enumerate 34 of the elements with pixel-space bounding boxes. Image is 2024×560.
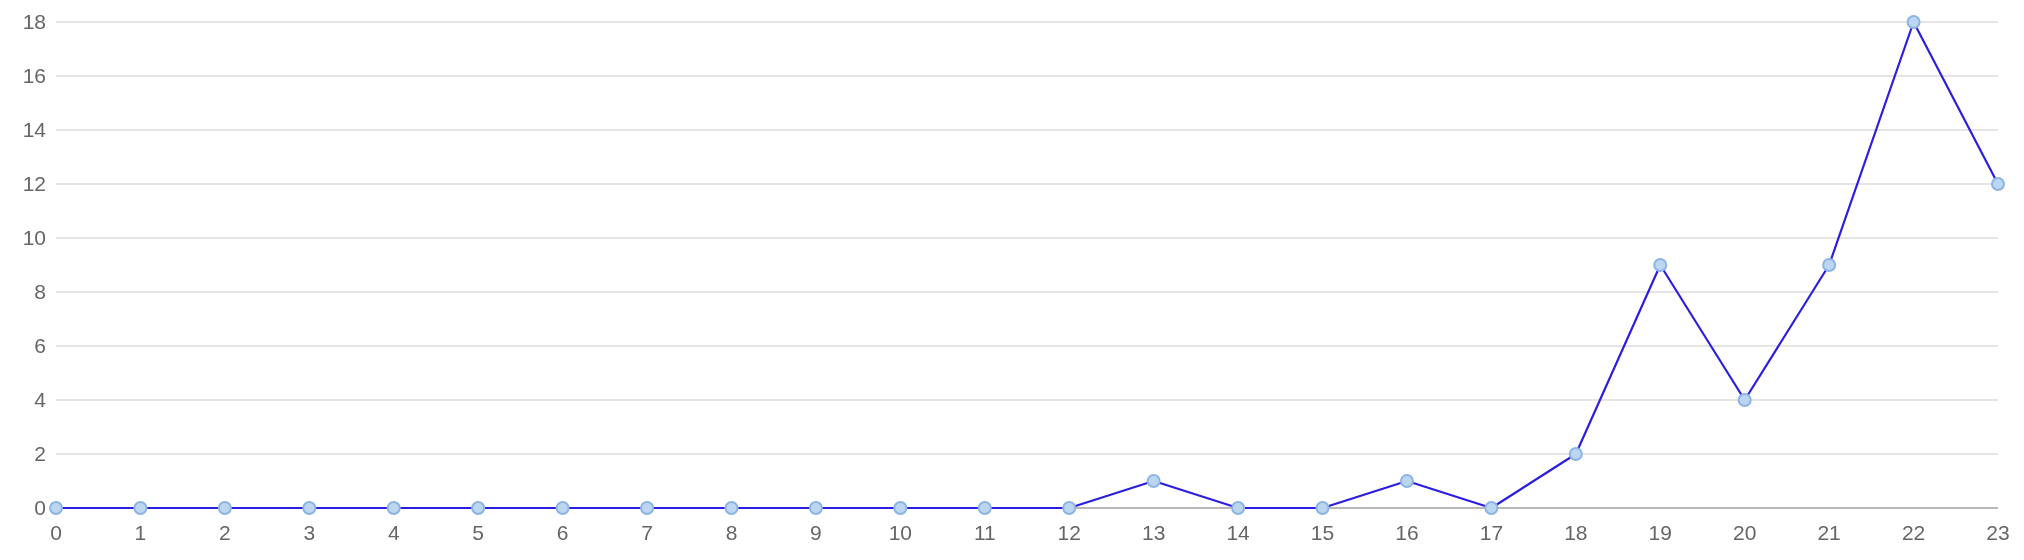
y-tick-label: 0 — [34, 496, 46, 520]
x-tick-label: 6 — [556, 521, 569, 544]
x-tick-label: 11 — [973, 521, 996, 544]
x-tick-label: 22 — [1901, 521, 1926, 544]
y-tick-label: 4 — [34, 388, 47, 412]
x-tick-label: 3 — [303, 521, 316, 544]
x-tick-label: 19 — [1648, 521, 1672, 544]
x-tick-label: 21 — [1817, 521, 1841, 544]
x-tick-label: 8 — [725, 521, 738, 544]
y-tick-label: 10 — [22, 226, 46, 250]
x-tick-label: 0 — [50, 521, 62, 544]
x-tick-label: 9 — [810, 521, 822, 544]
y-tick-label: 12 — [22, 172, 46, 196]
x-tick-label: 7 — [641, 521, 653, 544]
y-tick-label: 16 — [22, 64, 46, 88]
x-tick-label: 4 — [387, 521, 400, 544]
x-tick-label: 1 — [134, 521, 147, 544]
x-tick-label: 12 — [1057, 521, 1081, 544]
y-tick-label: 8 — [34, 280, 46, 304]
y-tick-label: 18 — [22, 10, 46, 34]
x-tick-label: 17 — [1479, 521, 1504, 544]
x-tick-label: 2 — [219, 521, 231, 544]
x-tick-label: 23 — [1986, 521, 2010, 544]
x-tick-label: 10 — [888, 521, 913, 544]
y-tick-label: 6 — [34, 334, 46, 358]
x-tick-label: 5 — [472, 521, 485, 544]
x-tick-label: 13 — [1141, 521, 1166, 544]
x-tick-label: 18 — [1564, 521, 1588, 544]
y-tick-label: 14 — [22, 118, 47, 142]
y-tick-label: 2 — [34, 442, 46, 466]
x-tick-label: 15 — [1310, 521, 1335, 544]
x-tick-label: 14 — [1226, 521, 1251, 544]
x-tick-label: 16 — [1395, 521, 1419, 544]
x-tick-label: 20 — [1733, 521, 1757, 544]
